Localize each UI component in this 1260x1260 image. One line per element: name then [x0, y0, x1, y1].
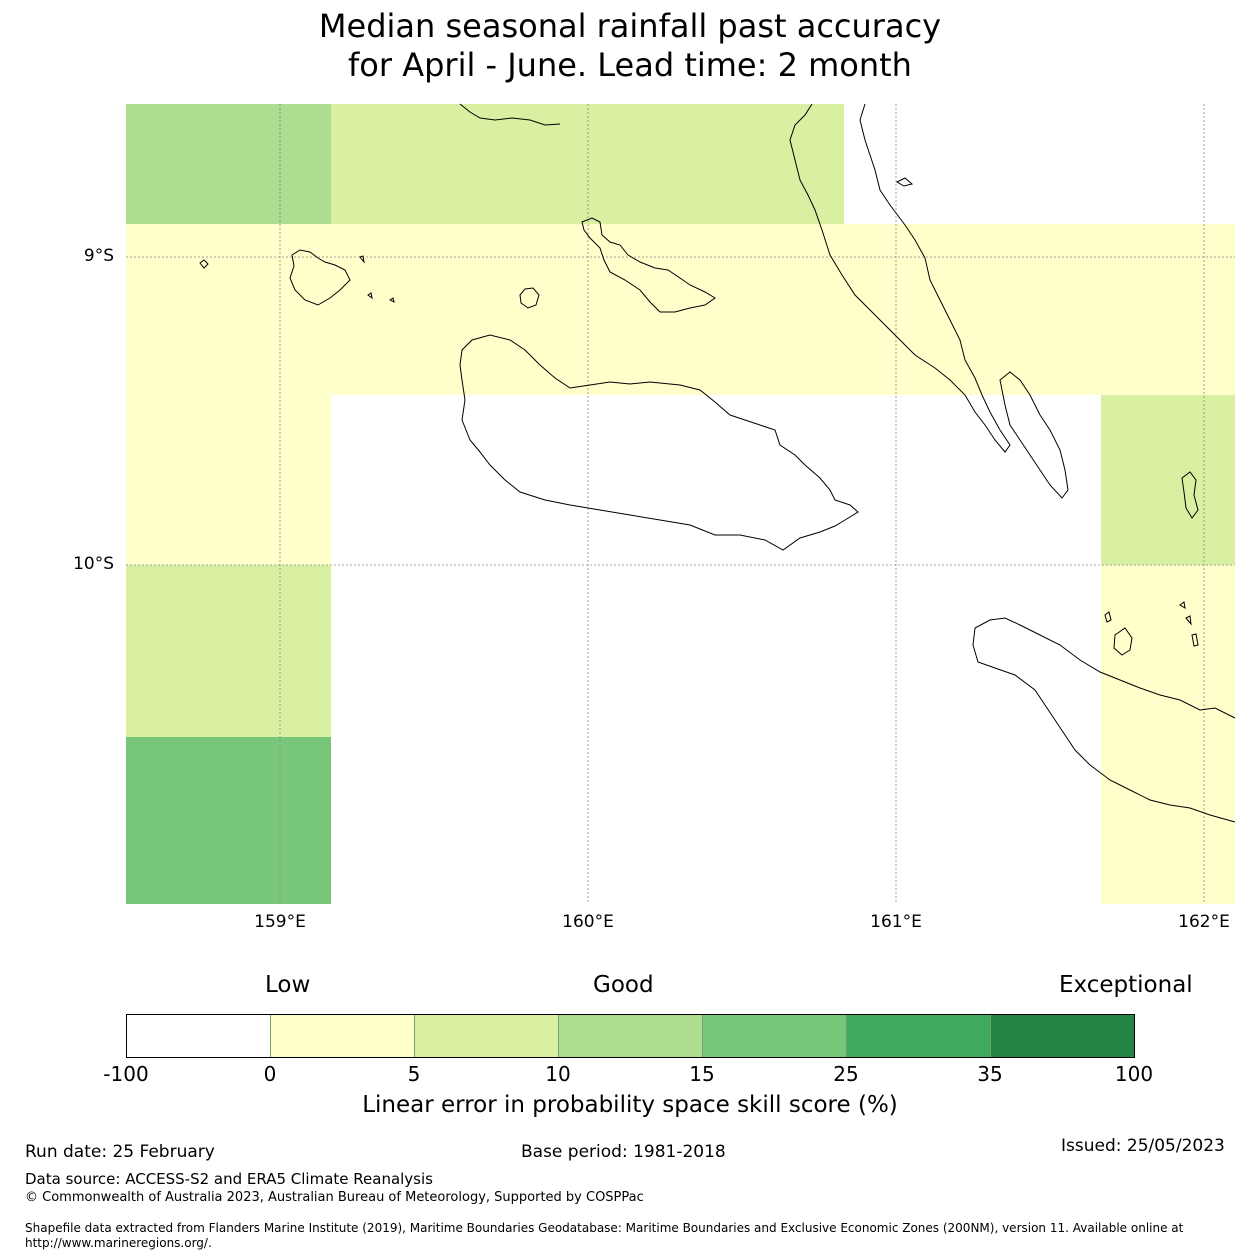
cell-n-5-10 — [331, 104, 844, 224]
lon-label-162e: 162°E — [1178, 912, 1230, 932]
cell-band-0-5 — [126, 224, 1235, 395]
colorbar-swatch-neg100-0 — [126, 1014, 270, 1058]
cell-sw-5-10 — [126, 565, 331, 737]
copyright: © Commonwealth of Australia 2023, Austra… — [25, 1190, 644, 1205]
islet-5 — [895, 177, 914, 187]
colorbar-category-good: Good — [593, 972, 654, 998]
islet-2 — [1179, 601, 1186, 609]
colorbar-tick: 0 — [263, 1062, 277, 1086]
colorbar-swatch-10-15 — [558, 1014, 702, 1058]
colorbar-tick: 100 — [1114, 1062, 1154, 1086]
colorbar-tick: 15 — [689, 1062, 715, 1086]
coastlines — [199, 103, 1236, 823]
issued-date: Issued: 25/05/2023 — [1061, 1136, 1225, 1156]
colorbar-tick: 10 — [545, 1062, 571, 1086]
russell-islands — [289, 249, 351, 306]
makira-south — [972, 627, 1236, 823]
cell-e-5-10 — [1101, 395, 1235, 565]
gridlines — [126, 104, 1235, 904]
savo-island — [199, 259, 209, 269]
lon-label-161e: 161°E — [870, 912, 922, 932]
islet-4 — [1191, 633, 1199, 647]
colorbar-category-low: Low — [265, 972, 311, 998]
colorbar-swatch-25-35 — [846, 1014, 990, 1058]
lat-label-10s: 10°S — [73, 554, 114, 574]
lat-label-9s: 9°S — [83, 246, 114, 266]
makira-island — [974, 617, 1236, 719]
cell-w-0-5 — [126, 395, 331, 565]
islet-8 — [359, 255, 365, 264]
lon-label-159e: 159°E — [254, 912, 306, 932]
guadalcanal-island — [459, 334, 859, 551]
chart-title-line-1: Median seasonal rainfall past accuracy — [318, 7, 942, 45]
cell-nw-10-15 — [126, 104, 331, 224]
shapefile-credit: Shapefile data extracted from Flanders M… — [25, 1221, 1184, 1250]
small-malaita — [999, 371, 1069, 499]
three-sisters — [1113, 627, 1133, 656]
islet-3 — [1185, 615, 1192, 626]
data-source: Data source: ACCESS-S2 and ERA5 Climate … — [25, 1170, 433, 1188]
colorbar-label: Linear error in probability space skill … — [362, 1092, 898, 1118]
colorbar-tick: 25 — [833, 1062, 859, 1086]
colorbar-tick: 5 — [407, 1062, 421, 1086]
colorbar-separator — [558, 1014, 559, 1058]
run-date: Run date: 25 February — [25, 1142, 215, 1162]
islet-6 — [389, 297, 395, 303]
colorbar-swatch-5-10 — [414, 1014, 558, 1058]
cell-sw-15-25 — [126, 737, 331, 904]
colorbar-separator — [990, 1014, 991, 1058]
skill-cells — [126, 104, 1235, 904]
colorbar-tick: -100 — [103, 1062, 149, 1086]
north-islands — [459, 103, 561, 126]
ulawa-island — [1181, 471, 1199, 519]
colorbar-outline — [126, 1014, 1135, 1058]
islet-7 — [367, 292, 373, 300]
florida-islands — [519, 287, 540, 309]
nggela-islands — [581, 217, 716, 313]
colorbar-swatch-15-25 — [702, 1014, 846, 1058]
colorbar-separator — [846, 1014, 847, 1058]
colorbar-separator — [270, 1014, 271, 1058]
lon-label-160e: 160°E — [562, 912, 614, 932]
colorbar-category-exceptional: Exceptional — [1059, 972, 1193, 998]
colorbar-separator — [414, 1014, 415, 1058]
colorbar-tick: 35 — [977, 1062, 1003, 1086]
colorbar-swatch-0-5 — [270, 1014, 414, 1058]
colorbar-swatch-35-100 — [990, 1014, 1135, 1058]
base-period: Base period: 1981-2018 — [521, 1142, 726, 1162]
malaita-island — [789, 103, 1011, 453]
colorbar-separator — [702, 1014, 703, 1058]
islet-1 — [1104, 611, 1112, 623]
cell-se-0-5 — [1101, 565, 1235, 904]
chart-title-line-2: for April - June. Lead time: 2 month — [348, 46, 912, 84]
